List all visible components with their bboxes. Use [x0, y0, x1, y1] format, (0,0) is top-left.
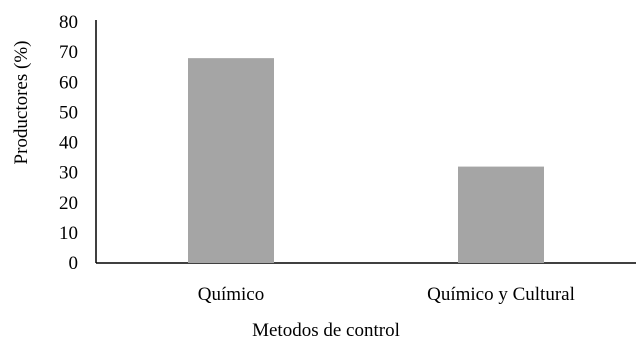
x-axis-category-labels: Químico Químico y Cultural [198, 284, 575, 305]
y-tick-label-20: 20 [59, 193, 78, 214]
bar-1 [188, 58, 274, 264]
y-tick-label-40: 40 [59, 133, 78, 154]
x-axis-title: Metodos de control [252, 320, 400, 341]
y-tick-label-10: 10 [59, 223, 78, 244]
y-tick-label-60: 60 [59, 72, 78, 93]
x-category-label-2: Químico y Cultural [427, 284, 575, 305]
y-tick-label-30: 30 [59, 163, 78, 184]
bar-2 [458, 166, 544, 263]
y-tick-label-70: 70 [59, 42, 78, 63]
x-category-label-1: Químico [198, 284, 265, 305]
y-tick-label-50: 50 [59, 102, 78, 123]
y-tick-label-0: 0 [69, 253, 79, 274]
y-axis-title: Productores (%) [11, 41, 32, 165]
bars [188, 58, 544, 264]
y-tick-label-80: 80 [59, 12, 78, 33]
y-axis-tick-labels: 0 10 20 30 40 50 60 70 80 [59, 12, 78, 274]
